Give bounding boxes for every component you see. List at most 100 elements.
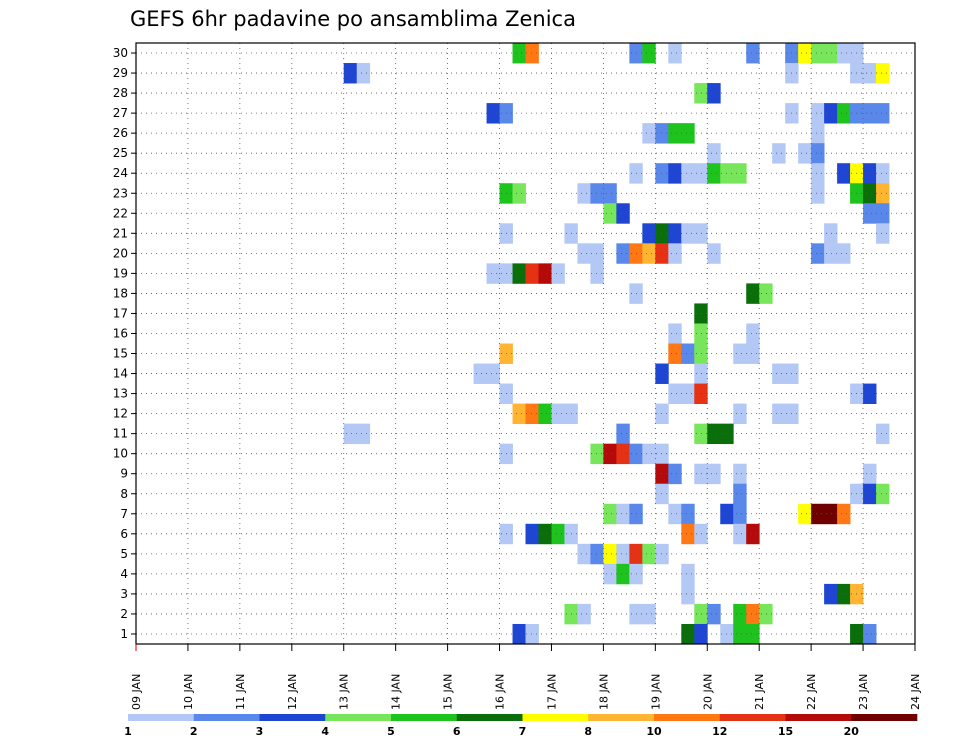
heatmap-cell: [837, 43, 851, 64]
y-tick-label: 18: [113, 286, 128, 300]
heatmap-cell: [525, 403, 539, 425]
heatmap-cell: [655, 163, 669, 184]
y-tick-label: 14: [113, 367, 128, 381]
y-tick-label: 9: [120, 467, 128, 481]
heatmap-cell: [733, 163, 747, 184]
heatmap-cell: [551, 403, 565, 425]
y-tick-label: 17: [113, 306, 128, 320]
y-tick-label: 16: [113, 326, 128, 340]
legend: 1 2 3 4 5 6 7 8 10 12 15 20: [124, 714, 918, 738]
heatmap-cell: [694, 323, 708, 344]
heatmap-cell: [811, 103, 825, 124]
heatmap-cell: [681, 563, 695, 585]
heatmap-cell: [577, 543, 591, 565]
heatmap-cell: [863, 63, 877, 84]
legend-label: 8: [584, 725, 592, 738]
heatmap-cell: [616, 243, 630, 264]
y-tick-label: 2: [120, 607, 128, 621]
y-tick-label: 20: [113, 246, 128, 260]
heatmap-cell: [746, 43, 760, 64]
legend-label: 10: [646, 725, 662, 738]
legend-swatch: [785, 714, 852, 721]
y-tick-label: 5: [120, 547, 128, 561]
heatmap-cell: [512, 403, 526, 425]
heatmap-cell: [655, 463, 669, 485]
heatmap-cell: [694, 523, 708, 545]
heatmap-cell: [525, 43, 539, 64]
heatmap-cell: [642, 223, 656, 244]
y-tick-label: 27: [113, 106, 128, 120]
heatmap-cell: [863, 103, 877, 124]
heatmap-cell: [863, 463, 877, 485]
heatmap-cell: [681, 383, 695, 404]
heatmap-cell: [863, 163, 877, 184]
heatmap-cell: [616, 443, 630, 465]
heatmap-cell: [616, 423, 630, 445]
legend-label: 6: [453, 725, 461, 738]
heatmap-cell: [772, 403, 786, 425]
heatmap-cell: [863, 203, 877, 224]
heatmap-cell: [538, 523, 552, 545]
legend-swatch: [522, 714, 589, 721]
heatmap-cell: [655, 123, 669, 144]
y-tick-label: 1: [120, 627, 128, 641]
y-tick-label: 13: [113, 387, 128, 401]
heatmap-cell: [642, 43, 656, 64]
heatmap-cell: [811, 183, 825, 204]
x-tick-label: 24 JAN: [909, 674, 922, 710]
heatmap-cell: [811, 503, 825, 525]
legend-swatch: [391, 714, 458, 721]
heatmap-cell: [668, 123, 682, 144]
x-tick-label: 22 JAN: [805, 674, 818, 710]
plot-frame: [135, 42, 916, 645]
heatmap-cell: [642, 243, 656, 264]
heatmap-cell: [837, 103, 851, 124]
heatmap-cell: [798, 143, 812, 164]
heatmap-cell: [681, 343, 695, 364]
y-tick-label: 19: [113, 266, 128, 280]
heatmap-cell: [746, 343, 760, 364]
x-tick-label: 19 JAN: [649, 674, 662, 710]
legend-swatch: [719, 714, 786, 721]
heatmap-cell: [655, 443, 669, 465]
heatmap-cell: [746, 323, 760, 344]
legend-swatch: [851, 714, 918, 721]
heatmap-cell: [694, 423, 708, 445]
heatmap-cell: [733, 463, 747, 485]
heatmap-cell: [525, 623, 539, 645]
heatmap-cell: [694, 163, 708, 184]
heatmap-cell: [512, 43, 526, 64]
heatmap-cell: [681, 623, 695, 645]
heatmap-cell: [603, 183, 617, 204]
heatmap-cell: [694, 363, 708, 384]
heatmap-cell: [486, 103, 500, 124]
heatmap-cell: [343, 63, 358, 84]
heatmap-cell: [590, 443, 604, 465]
y-tick-label: 24: [113, 166, 128, 180]
heatmap-cell: [837, 243, 851, 264]
heatmap-cell: [603, 503, 617, 525]
heatmap-cells: [343, 43, 890, 645]
heatmap-cell: [733, 343, 747, 364]
y-tick-label: 21: [113, 226, 128, 240]
heatmap-cell: [577, 243, 591, 264]
heatmap-cell: [512, 263, 526, 284]
x-tick-label: 16 JAN: [494, 674, 507, 710]
legend-label: 15: [778, 725, 793, 738]
heatmap-cell: [642, 603, 656, 625]
heatmap-cell: [876, 203, 890, 224]
y-tick-label: 26: [113, 126, 128, 140]
heatmap-cell: [798, 43, 812, 64]
heatmap-cell: [525, 263, 539, 284]
heatmap-cell: [486, 363, 500, 384]
heatmap-cell: [733, 523, 747, 545]
x-tick-label: 11 JAN: [234, 674, 247, 710]
heatmap-cell: [811, 43, 825, 64]
heatmap-cell: [642, 543, 656, 565]
heatmap-cell: [538, 403, 552, 425]
y-tick-label: 7: [120, 507, 128, 521]
heatmap-cell: [707, 163, 721, 184]
heatmap-cell: [746, 623, 760, 645]
legend-swatch: [193, 714, 260, 721]
heatmap-cell: [746, 603, 760, 625]
